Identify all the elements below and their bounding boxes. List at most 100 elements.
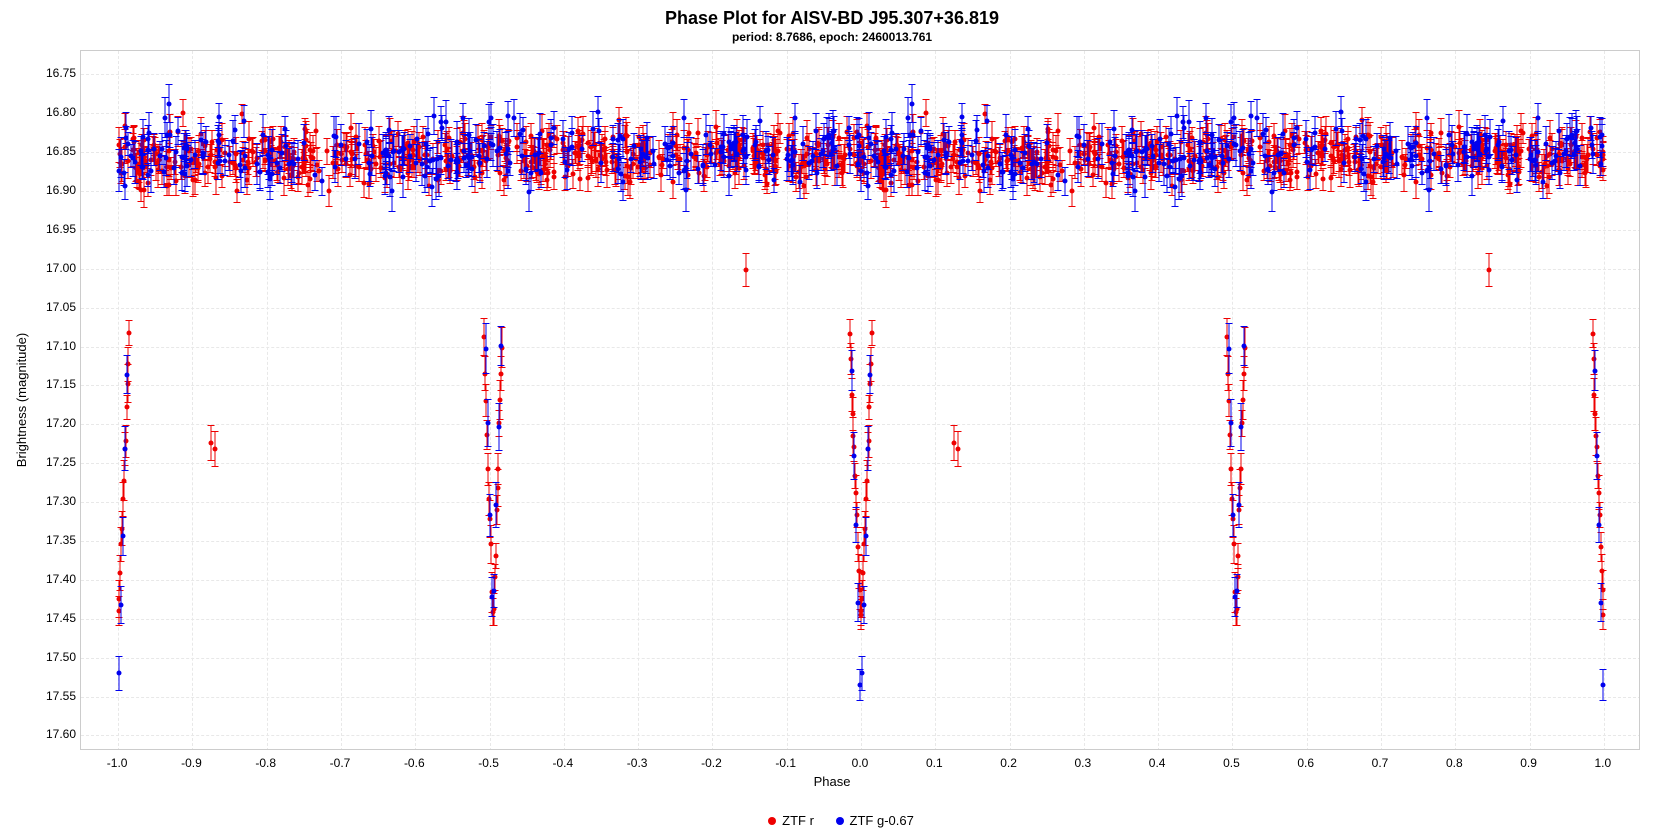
data-point [1263, 127, 1268, 132]
data-point [462, 149, 467, 154]
data-point [1241, 170, 1246, 175]
data-point [743, 155, 748, 160]
data-point [1266, 166, 1271, 171]
chart-title: Phase Plot for AISV-BD J95.307+36.819 [0, 8, 1664, 29]
data-point [801, 184, 806, 189]
data-point [1228, 421, 1233, 426]
data-point [562, 160, 567, 165]
data-point [1249, 113, 1254, 118]
data-point [975, 127, 980, 132]
data-point [269, 148, 274, 153]
data-point [1446, 132, 1451, 137]
data-point [1320, 177, 1325, 182]
data-point [357, 142, 362, 147]
data-point [118, 570, 123, 575]
data-point [1336, 158, 1341, 163]
data-point [1346, 159, 1351, 164]
data-point [506, 113, 511, 118]
data-point [919, 128, 924, 133]
data-point [212, 446, 217, 451]
gridline-h [81, 424, 1640, 425]
data-point [1381, 156, 1386, 161]
data-point [327, 188, 332, 193]
data-point [491, 143, 496, 148]
data-point [1303, 136, 1308, 141]
data-point [862, 155, 867, 160]
data-point [1086, 156, 1091, 161]
data-point [486, 467, 491, 472]
data-point [127, 331, 132, 336]
data-point [570, 144, 575, 149]
data-point [1230, 513, 1235, 518]
y-tick-label: 17.25 [36, 455, 76, 469]
data-point [320, 179, 325, 184]
x-tick-label: 0.5 [1223, 756, 1240, 770]
data-point [1150, 144, 1155, 149]
x-tick-label: 0.3 [1075, 756, 1092, 770]
data-point [775, 128, 780, 133]
data-point [121, 170, 126, 175]
data-point [383, 149, 388, 154]
data-point [158, 154, 163, 159]
plot-area [80, 50, 1640, 750]
data-point [183, 143, 188, 148]
y-tick-label: 17.45 [36, 611, 76, 625]
x-tick-label: -0.6 [404, 756, 425, 770]
x-tick-label: -0.1 [775, 756, 796, 770]
data-point [499, 371, 504, 376]
y-tick-label: 16.80 [36, 105, 76, 119]
data-point [754, 139, 759, 144]
data-point [590, 126, 595, 131]
data-point [757, 164, 762, 169]
data-point [1119, 139, 1124, 144]
x-tick-label: 0.6 [1297, 756, 1314, 770]
data-point [498, 145, 503, 150]
data-point [445, 163, 450, 168]
phase-plot-chart: Phase Plot for AISV-BD J95.307+36.819 pe… [0, 0, 1664, 834]
data-point [915, 165, 920, 170]
data-point [667, 145, 672, 150]
x-tick-label: -0.7 [330, 756, 351, 770]
data-point [695, 130, 700, 135]
data-point [861, 570, 866, 575]
data-point [1099, 165, 1104, 170]
data-point [1443, 162, 1448, 167]
gridline-h [81, 269, 1640, 270]
data-point [1143, 175, 1148, 180]
data-point [677, 171, 682, 176]
data-point [1197, 140, 1202, 145]
data-point [494, 502, 499, 507]
data-point [685, 158, 690, 163]
data-point [124, 405, 129, 410]
data-point [216, 133, 221, 138]
data-point [863, 534, 868, 539]
data-point [527, 190, 532, 195]
data-point [1596, 523, 1601, 528]
data-point [1438, 130, 1443, 135]
x-tick-label: 0.9 [1520, 756, 1537, 770]
data-point [1500, 164, 1505, 169]
data-point [1012, 148, 1017, 153]
data-point [864, 478, 869, 483]
gridline-h [81, 347, 1640, 348]
data-point [117, 671, 122, 676]
data-point [1567, 161, 1572, 166]
data-point [1228, 467, 1233, 472]
gridline-h [81, 502, 1640, 503]
data-point [1241, 344, 1246, 349]
data-point [807, 160, 812, 165]
data-point [1410, 145, 1415, 150]
data-point [864, 170, 869, 175]
data-point [980, 162, 985, 167]
data-point [476, 154, 481, 159]
data-point [743, 267, 748, 272]
data-point [1288, 178, 1293, 183]
data-point [758, 118, 763, 123]
data-point [856, 600, 861, 605]
y-tick-label: 17.30 [36, 494, 76, 508]
x-tick-label: 0.2 [1000, 756, 1017, 770]
legend: ZTF r ZTF g-0.67 [0, 813, 1664, 828]
data-point [1010, 173, 1015, 178]
data-point [790, 162, 795, 167]
data-point [1197, 169, 1202, 174]
